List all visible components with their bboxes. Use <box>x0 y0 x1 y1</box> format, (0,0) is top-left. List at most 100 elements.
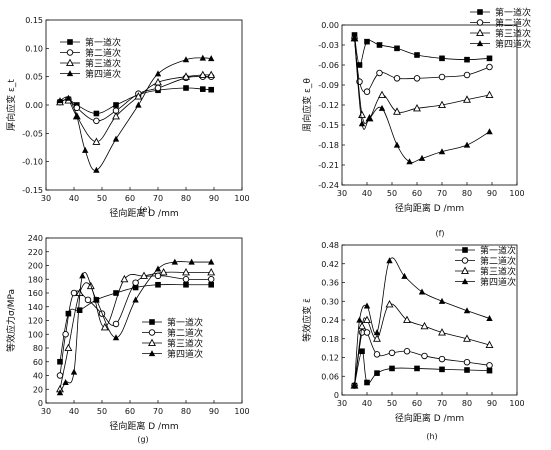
data-point <box>62 378 69 385</box>
data-point <box>463 358 471 366</box>
y-tick-label: 120 <box>28 317 43 326</box>
data-point <box>208 258 215 265</box>
legend-marker <box>148 350 156 357</box>
legend-marker <box>148 329 156 336</box>
legend-marker <box>477 9 483 15</box>
data-point <box>112 111 120 120</box>
data-point <box>182 56 190 63</box>
legend-label: 第一道次 <box>480 244 516 256</box>
data-point <box>463 307 471 314</box>
y-tick-label: 0.06 <box>321 372 339 381</box>
data-point <box>154 84 162 92</box>
y-axis-label: 等效应变 ε̄ <box>301 298 313 342</box>
y-tick-label: 200 <box>28 262 43 271</box>
x-tick-label: 100 <box>509 189 524 198</box>
series-3 <box>350 33 494 124</box>
y-tick-label: -0.15 <box>22 186 43 195</box>
y-tick-label: 0.00 <box>321 21 339 30</box>
series-1 <box>351 32 493 68</box>
data-point <box>200 86 206 92</box>
data-point <box>84 296 92 304</box>
data-point <box>393 141 401 148</box>
y-tick-label: 0.30 <box>321 297 339 306</box>
data-point <box>57 358 63 365</box>
data-point <box>93 296 100 303</box>
legend-label: 第四道次 <box>85 68 121 80</box>
series-4 <box>351 257 493 389</box>
data-point <box>188 258 195 265</box>
x-tick-label: 40 <box>69 407 79 416</box>
panel-label: (g) <box>137 435 148 444</box>
data-point <box>154 265 162 272</box>
x-axis-label: 径向距离 D /mm <box>395 412 464 424</box>
data-point <box>438 328 446 336</box>
data-point <box>363 329 371 336</box>
data-point <box>351 382 358 389</box>
data-point <box>463 334 471 342</box>
data-point <box>393 107 401 115</box>
data-point <box>182 276 190 283</box>
data-point <box>73 112 80 119</box>
legend-marker <box>67 39 73 45</box>
data-point <box>388 349 396 357</box>
series-4 <box>56 54 215 173</box>
legend-marker <box>461 257 469 264</box>
data-point <box>198 70 207 79</box>
data-point <box>183 281 189 288</box>
x-axis-label: 径向距离 D /mm <box>109 207 178 219</box>
data-point <box>438 355 446 363</box>
data-point <box>358 120 366 127</box>
x-tick-label: 50 <box>387 189 397 198</box>
legend-label: 第一道次 <box>85 36 121 48</box>
data-point <box>64 343 73 352</box>
data-point <box>363 88 371 95</box>
series-line <box>59 76 212 122</box>
x-tick-label: 70 <box>153 407 163 416</box>
data-point <box>486 128 493 135</box>
data-point <box>385 300 394 308</box>
data-point <box>389 365 395 372</box>
data-point <box>183 85 189 91</box>
series-line <box>354 38 490 163</box>
data-point <box>413 103 421 112</box>
y-tick-label: -0.06 <box>318 61 339 70</box>
data-point <box>413 75 421 82</box>
legend-marker <box>461 266 469 275</box>
y-tick-label: 0.00 <box>25 101 43 110</box>
data-point <box>154 70 162 77</box>
chart-g: 30 40 50 60 70 80 90 100 0 20 40 60 80 100 120 140 160 18… <box>5 234 250 444</box>
x-tick-label: 90 <box>487 189 497 198</box>
x-axis-label: 径向距离 D /mm <box>395 202 464 214</box>
data-point <box>70 368 78 375</box>
y-tick-label: 0.18 <box>321 335 339 344</box>
panel-label: (f) <box>435 229 444 238</box>
x-tick-label: 40 <box>69 194 79 203</box>
data-point <box>439 55 445 62</box>
y-tick-label: 220 <box>28 248 43 257</box>
data-point <box>70 289 78 297</box>
x-tick-label: 70 <box>153 194 163 203</box>
data-point <box>486 55 493 62</box>
data-point <box>56 97 64 104</box>
series-line <box>59 57 212 171</box>
data-point <box>356 62 363 68</box>
legend-label: 第三道次 <box>495 27 531 39</box>
y-tick-label: 0.42 <box>321 260 339 269</box>
data-point <box>112 320 120 328</box>
legend-label: 第二道次 <box>167 327 203 339</box>
x-tick-label: 30 <box>41 407 51 416</box>
y-tick-label: 0.36 <box>321 279 339 288</box>
x-tick-label: 40 <box>362 189 372 198</box>
data-point <box>208 281 214 288</box>
data-point <box>358 321 366 330</box>
y-tick-label: 0 <box>38 399 43 408</box>
data-point <box>376 69 383 77</box>
data-point <box>486 362 493 369</box>
x-axis-label: 径向距离 D /mm <box>109 420 178 432</box>
legend-label: 第一道次 <box>167 316 203 328</box>
x-tick-label: 100 <box>509 399 524 408</box>
data-point <box>438 73 446 81</box>
legend-marker <box>461 278 469 285</box>
